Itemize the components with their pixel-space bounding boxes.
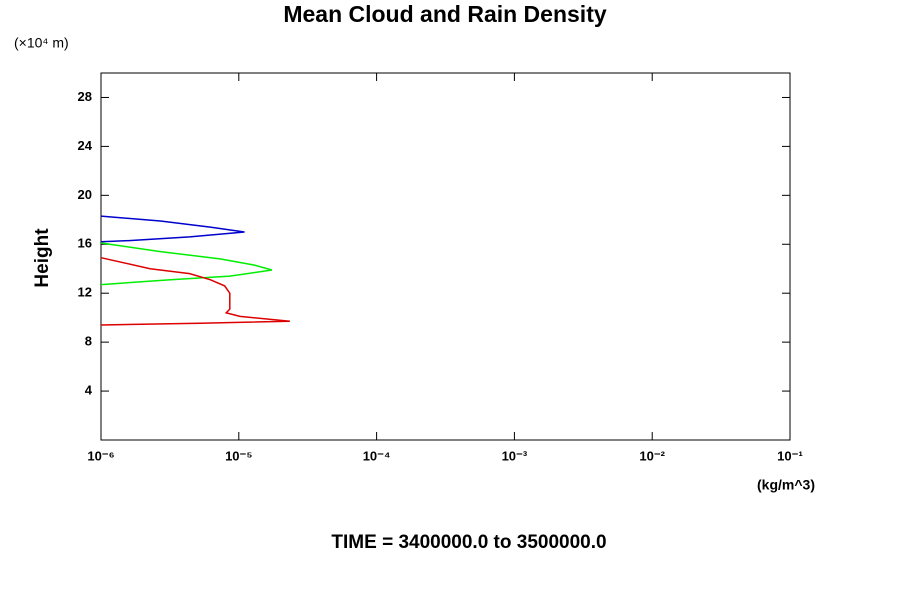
series-line [100,215,245,243]
y-unit: (×10⁴ m) [14,35,69,51]
x-tick-label: 10⁻⁵ [225,448,252,463]
y-tick-label: 12 [78,285,92,300]
subtitle: TIME = 3400000.0 to 3500000.0 [331,532,606,553]
y-tick-label: 8 [85,334,92,349]
plot-frame [100,72,791,441]
series-line [100,256,290,326]
x-tick-label: 10⁻² [639,448,665,463]
x-unit: (kg/m^3) [757,477,815,493]
x-tick-label: 10⁻⁶ [87,448,114,463]
y-tick-label: 20 [78,187,92,202]
x-tick-label: 10⁻³ [502,448,528,463]
chart-title: Mean Cloud and Rain Density [283,1,607,27]
y-tick-label: 4 [85,383,93,398]
y-axis-label: Height [32,228,53,288]
x-tick-label: 10⁻¹ [777,448,803,463]
y-tick-label: 24 [78,138,93,153]
series-line [100,242,273,286]
y-tick-label: 16 [78,236,92,251]
x-tick-label: 10⁻⁴ [363,448,391,463]
y-tick-label: 28 [78,89,92,104]
